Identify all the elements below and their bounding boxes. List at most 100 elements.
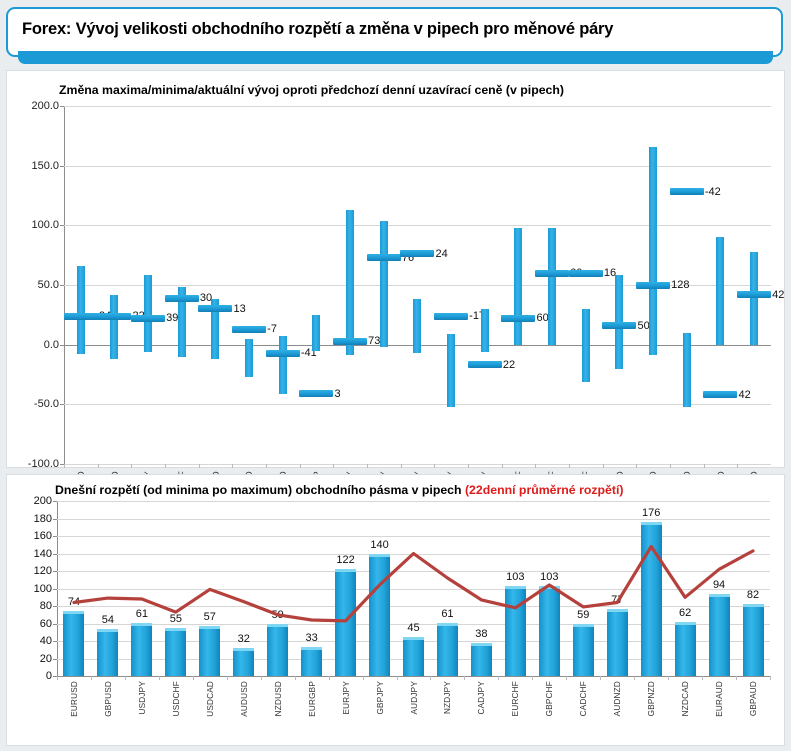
chart1-x-tick-mark <box>165 464 166 468</box>
chart2-bar[interactable] <box>97 628 119 676</box>
chart2-y-tick-mark <box>53 588 57 590</box>
chart2-y-tick-mark <box>53 658 57 660</box>
chart2-data-label: 57 <box>203 611 216 624</box>
chart1-high-low-range <box>615 275 624 369</box>
chart2-x-label-usdchf: USDCHF <box>171 681 181 717</box>
chart2-data-label: 94 <box>712 578 726 591</box>
chart2-x-label-audnzd: AUDNZD <box>613 681 623 717</box>
chart1-hlc-bar[interactable] <box>131 106 166 464</box>
chart1-hlc-bar[interactable] <box>467 106 502 464</box>
chart1-gridline <box>64 464 771 465</box>
chart2-average-line <box>72 544 755 623</box>
chart2-y-tick-mark <box>53 553 57 555</box>
chart2-x-label-nzdusd: NZDUSD <box>273 681 283 717</box>
chart2-bar[interactable] <box>403 636 424 676</box>
chart1-hlc-bar[interactable] <box>299 106 334 464</box>
chart2-x-label-gbpchf: GBPCHF <box>545 681 555 717</box>
chart1-hlc-bar[interactable] <box>366 106 401 464</box>
chart1-hlc-bar[interactable] <box>434 106 469 464</box>
chart2-bar[interactable] <box>504 585 526 676</box>
chart2-x-label-eurgbp: EURGBP <box>307 681 317 717</box>
chart1-hlc-bar[interactable] <box>198 106 233 464</box>
chart1-hlc-bar[interactable] <box>63 106 98 464</box>
chart1-x-tick-mark <box>501 464 503 468</box>
chart2-y-tick-label: 20 <box>39 652 52 665</box>
chart1-hlc-bar[interactable] <box>703 106 738 464</box>
chart2-bar[interactable] <box>335 569 357 676</box>
chart2-y-tick-label: 60 <box>39 617 52 630</box>
chart2-y-tick-label: 160 <box>33 530 52 542</box>
chart2-gridline <box>57 536 770 537</box>
chart1-hlc-bar[interactable] <box>333 106 368 464</box>
chart1-high-low-range <box>413 299 422 353</box>
chart1-x-tick-mark <box>602 464 604 468</box>
chart1-hlc-bar[interactable] <box>400 106 435 464</box>
chart2-x-tick-mark <box>260 676 262 680</box>
chart1-data-label: 50 <box>637 319 650 332</box>
chart2-x-tick-mark <box>192 676 194 680</box>
chart2-bar[interactable] <box>640 522 662 676</box>
chart1-hlc-bar[interactable] <box>535 106 570 464</box>
chart2-x-tick-mark <box>226 676 228 680</box>
chart1-hlc-bar[interactable] <box>501 106 536 464</box>
chart1-data-label: 16 <box>603 267 617 280</box>
chart1-hlc-bar[interactable] <box>737 106 772 464</box>
chart1-data-label: 24 <box>435 247 448 260</box>
chart1-high-low-range <box>548 227 557 345</box>
chart2-x-tick-mark <box>600 676 602 680</box>
chart2-bar[interactable] <box>742 604 764 676</box>
chart2-x-tick-mark <box>464 676 466 680</box>
chart1-hlc-bar[interactable] <box>568 106 603 464</box>
chart2-bar[interactable] <box>606 608 628 676</box>
chart1-hlc-bar[interactable] <box>602 106 637 464</box>
chart1-hlc-bar[interactable] <box>265 106 300 464</box>
chart2-title-black: Dnešní rozpětí (od minima po maximum) ob… <box>55 483 465 497</box>
chart2-bar[interactable] <box>63 611 85 676</box>
chart1-high-low-range <box>682 332 691 407</box>
chart2-bar[interactable] <box>572 624 594 676</box>
chart1-close-marker <box>434 312 469 320</box>
chart1-close-marker <box>602 322 637 330</box>
chart2-bar[interactable] <box>674 621 696 676</box>
chart2-bar[interactable] <box>165 627 187 676</box>
chart2-x-tick-mark <box>770 676 771 680</box>
chart2-bar[interactable] <box>267 624 289 676</box>
chart2-bar[interactable] <box>436 622 458 676</box>
chart2-bar[interactable] <box>233 648 255 676</box>
chart1-close-marker <box>501 314 536 322</box>
chart2-bar[interactable] <box>131 622 153 676</box>
chart2-y-tick-label: 0 <box>45 670 52 682</box>
chart2-bar[interactable] <box>369 553 391 676</box>
chart1-y-tick-mark <box>60 285 64 286</box>
chart1-data-label: 60 <box>536 312 549 325</box>
chart1-close-marker <box>299 390 334 398</box>
chart-panel-change: Změna maxima/minima/aktuální vývoj oprot… <box>6 70 785 513</box>
chart2-data-label: 59 <box>577 609 590 622</box>
chart2-bar[interactable] <box>301 647 323 676</box>
chart2-x-label-usdcad: USDCAD <box>205 681 215 717</box>
chart1-hlc-bar[interactable] <box>669 106 704 464</box>
chart2-bar[interactable] <box>708 593 730 676</box>
chart2-data-label: 61 <box>441 607 454 620</box>
chart2-x-label-eurjpy: EURJPY <box>341 681 351 715</box>
chart2-x-label-cadchf: CADCHF <box>579 681 589 717</box>
chart1-y-tick-label: 200.0 <box>31 100 59 112</box>
chart1-y-tick-mark <box>60 404 64 406</box>
chart2-bar[interactable] <box>538 585 560 676</box>
chart2-plot-area: 200 180 160 140 120 100 80 60 40 20 0 74 54 61 55 57 32 5… <box>34 495 770 682</box>
chart1-x-tick-mark <box>64 464 65 468</box>
chart2-bar[interactable] <box>199 626 221 676</box>
chart1-data-label: -7 <box>267 323 277 336</box>
chart2-x-tick-mark <box>328 676 330 680</box>
chart1-y-tick-mark <box>60 165 64 167</box>
chart2-y-tick-label: 120 <box>33 565 52 577</box>
chart1-hlc-bar[interactable] <box>164 106 199 464</box>
chart2-bar[interactable] <box>470 642 492 676</box>
chart2-x-tick-mark <box>736 676 738 680</box>
chart1-hlc-bar[interactable] <box>232 106 267 464</box>
chart1-hlc-bar[interactable] <box>97 106 132 464</box>
chart1-close-marker <box>97 312 132 320</box>
chart1-y-tick-label: 0.0 <box>43 338 59 351</box>
chart1-hlc-bar[interactable] <box>636 106 671 464</box>
chart1-close-marker <box>63 312 98 320</box>
